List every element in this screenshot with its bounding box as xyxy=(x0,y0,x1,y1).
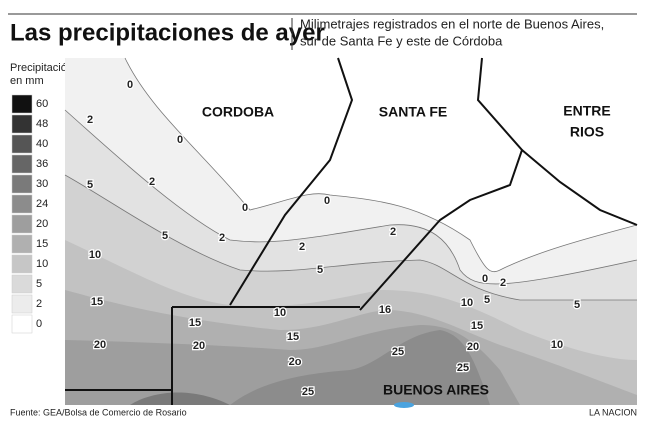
contour-label: 2 xyxy=(500,277,506,289)
contour-label: 5 xyxy=(574,299,580,311)
contour-label: 10 xyxy=(274,307,286,319)
legend-label: 48 xyxy=(36,118,48,130)
contour-label: 0 xyxy=(242,202,248,214)
legend-swatch xyxy=(11,154,33,174)
legend-label: 15 xyxy=(36,238,48,250)
contour-label: 10 xyxy=(89,249,101,261)
legend-swatch xyxy=(11,134,33,154)
legend-swatch xyxy=(11,254,33,274)
legend-label: 24 xyxy=(36,198,48,210)
legend-swatch xyxy=(11,234,33,254)
contour-label: 25 xyxy=(302,386,314,398)
contour-label: 25 xyxy=(392,346,404,358)
legend-swatch xyxy=(11,194,33,214)
legend-label: 2 xyxy=(36,298,42,310)
contour-label: 2 xyxy=(390,226,396,238)
subtitle: sur de Santa Fe y este de Córdoba xyxy=(300,33,503,48)
contour-label: 20 xyxy=(94,339,106,351)
legend-label: 0 xyxy=(36,318,42,330)
contour-label: 2 xyxy=(87,114,93,126)
contour-label: 5 xyxy=(317,264,323,276)
legend-swatch xyxy=(11,314,33,334)
contour-label: 15 xyxy=(91,296,103,308)
contour-label: 10 xyxy=(551,339,563,351)
legend-label: 20 xyxy=(36,218,48,230)
legend-label: 60 xyxy=(36,98,48,110)
contour-label: 5 xyxy=(162,230,168,242)
contour-label: 15 xyxy=(471,320,483,332)
legend-title: Precipitación xyxy=(10,62,73,74)
legend-swatch xyxy=(11,94,33,114)
contour-label: 0 xyxy=(324,195,330,207)
region-label: ENTRE xyxy=(563,103,610,119)
region-label: CORDOBA xyxy=(202,104,274,120)
title: Las precipitaciones de ayer xyxy=(10,19,325,46)
contour-label: 20 xyxy=(467,341,479,353)
legend-label: 40 xyxy=(36,138,48,150)
map xyxy=(64,57,638,408)
subtitle: Milimetrajes registrados en el norte de … xyxy=(300,16,604,31)
legend-title: en mm xyxy=(10,75,44,87)
contour-label: 0 xyxy=(482,273,488,285)
region-label: BUENOS AIRES xyxy=(383,382,489,398)
region-label: SANTA FE xyxy=(379,104,447,120)
legend-label: 5 xyxy=(36,278,42,290)
legend-swatch xyxy=(11,294,33,314)
contour-label: 2 xyxy=(149,176,155,188)
contour-label: 15 xyxy=(189,317,201,329)
contour-label: 2 xyxy=(219,232,225,244)
legend-label: 30 xyxy=(36,178,48,190)
brand: LA NACION xyxy=(589,407,637,417)
contour-label: 2 xyxy=(299,241,305,253)
contour-label: 16 xyxy=(379,304,391,316)
legend-label: 10 xyxy=(36,258,48,270)
contour-label: 5 xyxy=(87,179,93,191)
legend-label: 36 xyxy=(36,158,48,170)
legend-swatch xyxy=(11,214,33,234)
contour-label: 20 xyxy=(193,340,205,352)
contour-label: 5 xyxy=(484,294,490,306)
legend-swatch xyxy=(11,114,33,134)
contour-label: 0 xyxy=(127,79,133,91)
contour-label: 2o xyxy=(289,356,302,368)
contour-label: 10 xyxy=(461,297,473,309)
source: Fuente: GEA/Bolsa de Comercio de Rosario xyxy=(10,407,187,417)
contour-label: 15 xyxy=(287,331,299,343)
legend-swatch xyxy=(11,274,33,294)
contour-label: 0 xyxy=(177,134,183,146)
legend-swatch xyxy=(11,174,33,194)
region-label: RIOS xyxy=(570,124,604,140)
contour-label: 25 xyxy=(457,362,469,374)
